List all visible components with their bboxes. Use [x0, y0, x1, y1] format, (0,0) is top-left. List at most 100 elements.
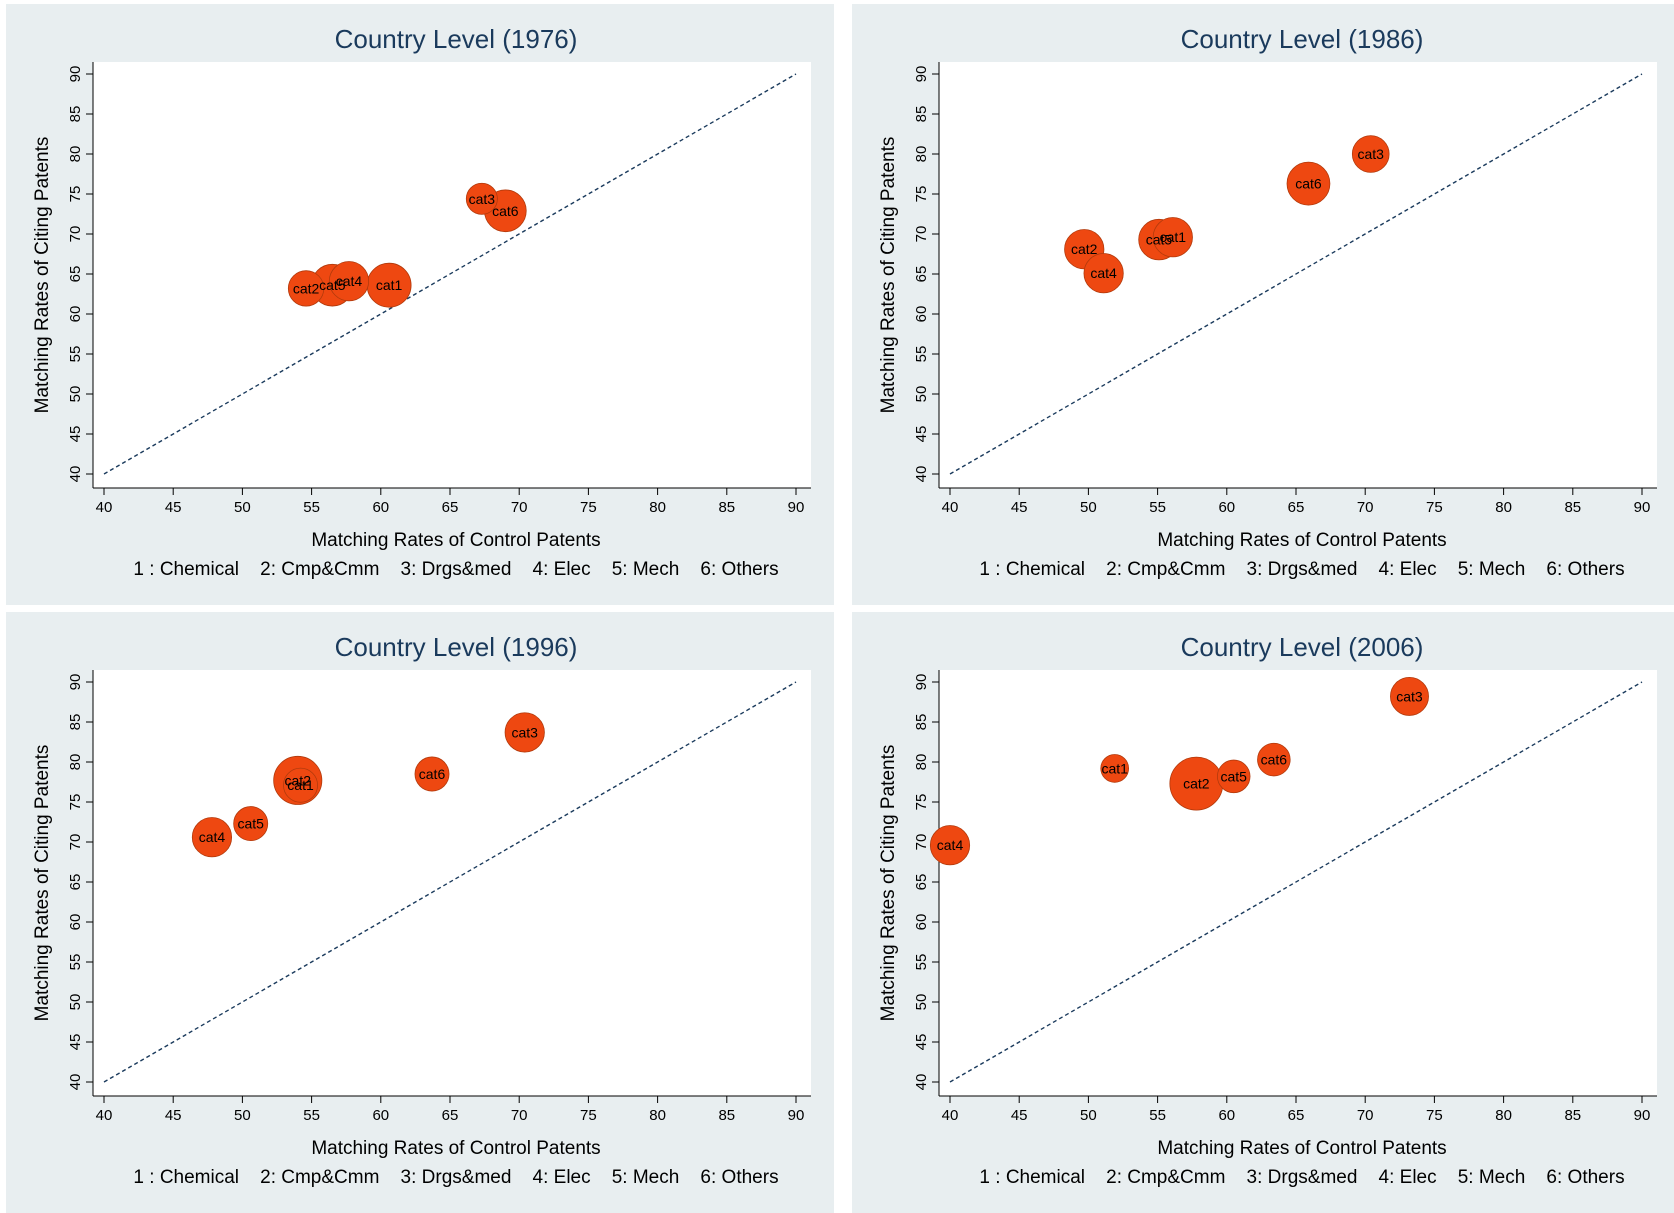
plot-area: [93, 670, 811, 1096]
x-tick-label: 80: [1495, 499, 1512, 516]
x-tick-label: 90: [1634, 1107, 1651, 1124]
x-tick-label: 55: [303, 499, 320, 516]
y-tick-label: 90: [67, 674, 84, 691]
bubble-cat4: [191, 817, 233, 858]
y-tick-label: 50: [913, 386, 930, 403]
x-tick-label: 90: [1634, 499, 1651, 516]
y-tick-label: 50: [67, 386, 84, 403]
y-tick-label: 65: [913, 874, 930, 891]
category-note: 1 : Chemical 2: Cmp&Cmm 3: Drgs&med 4: E…: [979, 1167, 1624, 1188]
y-tick-label: 85: [67, 714, 84, 731]
bubble-cat4: [1083, 253, 1124, 294]
bubble-label: cat2: [1071, 241, 1098, 257]
x-tick-label: 45: [1011, 499, 1028, 516]
y-tick-label: 75: [67, 794, 84, 811]
chart-title: Country Level (1996): [335, 632, 578, 662]
bubble-cat4: [929, 825, 971, 866]
y-axis-title: Matching Rates of Citing Patents: [32, 745, 53, 1022]
x-tick-label: 75: [1426, 1107, 1443, 1124]
y-tick-label: 85: [67, 106, 84, 123]
x-tick-label: 75: [580, 1107, 597, 1124]
x-tick-label: 55: [1149, 1107, 1166, 1124]
bubble-label: cat3: [1358, 146, 1385, 162]
x-tick-label: 90: [788, 1107, 805, 1124]
x-tick-label: 80: [649, 499, 666, 516]
x-tick-label: 45: [165, 1107, 182, 1124]
bubble-label: cat5: [1146, 232, 1173, 248]
y-tick-label: 45: [913, 426, 930, 443]
x-tick-label: 50: [1080, 1107, 1097, 1124]
y-tick-label: 60: [913, 306, 930, 323]
x-tick-label: 65: [1288, 1107, 1305, 1124]
bubble-label: cat2: [293, 280, 320, 296]
y-tick-label: 75: [67, 186, 84, 203]
bubble-label: cat5: [319, 277, 346, 293]
category-note: 1 : Chemical 2: Cmp&Cmm 3: Drgs&med 4: E…: [979, 559, 1624, 580]
reference-line: [103, 73, 797, 475]
x-tick-label: 75: [1426, 499, 1443, 516]
bubble-cat4: [328, 261, 370, 302]
x-tick-label: 55: [1149, 499, 1166, 516]
y-tick-label: 55: [913, 346, 930, 363]
bubble-label: cat4: [336, 273, 363, 289]
y-tick-label: 70: [913, 834, 930, 851]
bubble-label: cat2: [1183, 776, 1210, 792]
y-tick-label: 45: [67, 1034, 84, 1051]
chart-panel-1996: Country Level (1996) 40 45 50 55 60 65 70 75 80 85…: [6, 612, 834, 1213]
x-tick-label: 70: [1357, 1107, 1374, 1124]
bubble-cat5: [1217, 759, 1251, 794]
y-tick-label: 65: [67, 874, 84, 891]
x-tick-label: 75: [580, 499, 597, 516]
category-note: 1 : Chemical 2: Cmp&Cmm 3: Drgs&med 4: E…: [133, 1167, 778, 1188]
y-tick-label: 45: [67, 426, 84, 443]
x-tick-label: 50: [234, 1107, 251, 1124]
y-tick-label: 90: [913, 66, 930, 83]
bubble-label: cat6: [1295, 176, 1322, 192]
x-axis-title: Matching Rates of Control Patents: [1157, 530, 1446, 551]
chart-panel-1986: Country Level (1986) 40 45 50 55 60 65 70 75 80 85…: [852, 4, 1674, 605]
x-tick-label: 80: [1495, 1107, 1512, 1124]
x-tick-label: 85: [1564, 499, 1581, 516]
y-axis-title: Matching Rates of Citing Patents: [878, 137, 899, 414]
bubble-label: cat6: [492, 203, 519, 219]
chart-title: Country Level (1986): [1181, 24, 1424, 54]
y-tick-label: 90: [67, 66, 84, 83]
x-tick-label: 85: [718, 499, 735, 516]
y-tick-label: 65: [67, 266, 84, 283]
y-tick-label: 70: [67, 226, 84, 243]
x-tick-label: 65: [442, 1107, 459, 1124]
bubble-cat6: [414, 756, 450, 792]
x-tick-label: 40: [942, 1107, 959, 1124]
x-tick-label: 60: [372, 1107, 389, 1124]
y-tick-label: 65: [913, 266, 930, 283]
x-tick-label: 50: [1080, 499, 1097, 516]
plot-area: [939, 670, 1657, 1096]
bubble-cat3: [465, 182, 498, 215]
y-tick-label: 70: [913, 226, 930, 243]
bubble-label: cat1: [376, 277, 403, 293]
bubble-label: cat6: [419, 766, 446, 782]
y-tick-label: 80: [67, 146, 84, 163]
chart-svg: Country Level (1976) 40 45 50 55 60 65 70 75 80 85…: [32, 24, 811, 580]
bubble-label: cat3: [512, 724, 539, 740]
y-tick-label: 40: [67, 466, 84, 483]
x-tick-label: 45: [165, 499, 182, 516]
x-tick-label: 85: [718, 1107, 735, 1124]
y-tick-label: 55: [67, 954, 84, 971]
y-tick-label: 55: [913, 954, 930, 971]
bubble-cat6: [1257, 742, 1291, 777]
chart-svg: Country Level (1986) 40 45 50 55 60 65 70 75 80 85…: [878, 24, 1657, 580]
chart-title: Country Level (2006): [1181, 632, 1424, 662]
x-tick-label: 85: [1564, 1107, 1581, 1124]
x-axis-title: Matching Rates of Control Patents: [311, 1138, 600, 1159]
chart-title: Country Level (1976): [335, 24, 578, 54]
x-axis-title: Matching Rates of Control Patents: [1157, 1138, 1446, 1159]
bubble-label: cat4: [1090, 265, 1117, 281]
chart-panel-1976: Country Level (1976) 40 45 50 55 60 65 70 75 80 85…: [6, 4, 834, 605]
bubble-label: cat5: [237, 816, 264, 832]
bubble-label: cat1: [1101, 760, 1128, 776]
x-tick-label: 45: [1011, 1107, 1028, 1124]
y-tick-label: 80: [913, 146, 930, 163]
bubble-label: cat2: [285, 772, 312, 788]
bubble-label: cat6: [1261, 752, 1288, 768]
